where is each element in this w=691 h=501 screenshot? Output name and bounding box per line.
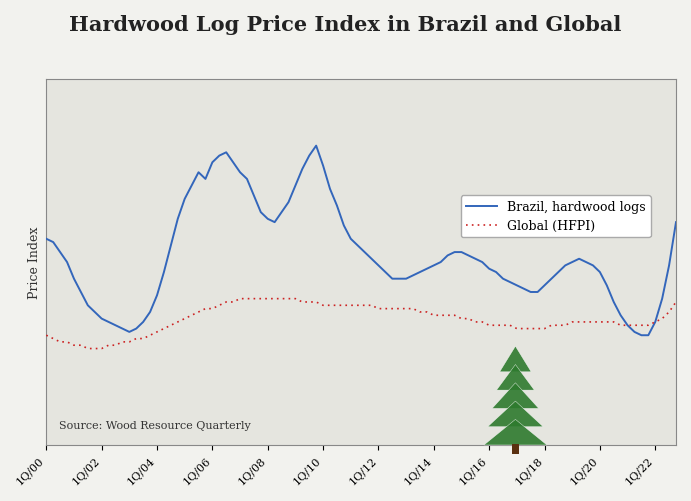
Polygon shape <box>500 347 531 372</box>
Polygon shape <box>488 401 543 427</box>
Y-axis label: Price Index: Price Index <box>28 226 41 299</box>
Text: Source: Wood Resource Quarterly: Source: Wood Resource Quarterly <box>59 420 251 430</box>
Bar <box>511 444 519 454</box>
Legend: Brazil, hardwood logs, Global (HFPI): Brazil, hardwood logs, Global (HFPI) <box>461 196 651 238</box>
Polygon shape <box>484 419 547 445</box>
Text: Hardwood Log Price Index in Brazil and Global: Hardwood Log Price Index in Brazil and G… <box>69 15 622 35</box>
Polygon shape <box>497 365 534 390</box>
Polygon shape <box>492 383 539 409</box>
